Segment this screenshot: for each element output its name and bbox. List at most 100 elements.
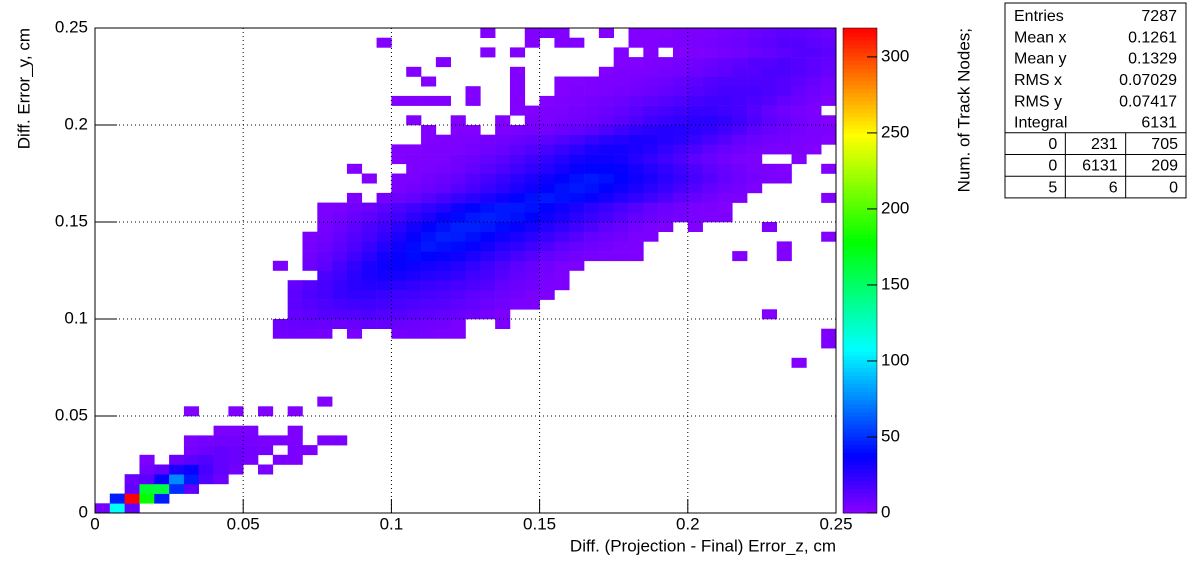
heatmap-cell — [524, 125, 540, 135]
heatmap-cell — [332, 202, 348, 213]
heatmap-cell — [776, 66, 792, 77]
heatmap-cell — [643, 212, 659, 223]
heatmap-cell — [717, 95, 733, 106]
heatmap-cell — [480, 173, 496, 184]
heatmap-cell — [747, 86, 763, 97]
colorbar-segment — [843, 464, 877, 470]
heatmap-cell — [406, 192, 422, 203]
heatmap-cell — [569, 231, 585, 242]
colorbar-segment — [843, 290, 877, 296]
heatmap-cell — [598, 154, 614, 165]
heatmap-cell — [139, 474, 155, 485]
colorbar-segment — [843, 205, 877, 211]
heatmap-cell — [302, 241, 318, 252]
heatmap-cell — [702, 163, 718, 174]
heatmap-cell — [421, 192, 437, 203]
heatmap-cell — [643, 47, 659, 58]
heatmap-cell — [391, 202, 407, 213]
heatmap-cell — [465, 163, 481, 174]
heatmap-cell — [732, 86, 748, 97]
colorbar-segment — [843, 189, 877, 195]
heatmap-cell — [747, 154, 763, 165]
heatmap-cell — [435, 95, 451, 106]
heatmap-cell — [465, 202, 481, 213]
heatmap-cell — [391, 270, 407, 281]
heatmap-cell — [732, 183, 748, 194]
heatmap-cell — [376, 231, 392, 242]
heatmap-cell — [495, 192, 511, 203]
heatmap-cell — [406, 173, 422, 184]
heatmap-cell — [435, 299, 451, 310]
heatmap-cell — [776, 105, 792, 116]
heatmap-cell — [806, 105, 822, 116]
heatmap-cell — [687, 57, 703, 68]
heatmap-cell — [332, 309, 348, 320]
colorbar-segment — [843, 209, 877, 215]
heatmap-cell — [450, 192, 466, 203]
colorbar-segment — [843, 270, 877, 276]
heatmap-cell — [495, 280, 511, 291]
heatmap-cell — [435, 251, 451, 262]
heatmap-cell — [747, 105, 763, 116]
heatmap-cell — [421, 144, 437, 155]
heatmap-cell — [643, 231, 659, 242]
colorbar-segment — [843, 185, 877, 191]
heatmap-cell — [554, 115, 570, 126]
x-tick-label: 0 — [90, 514, 99, 533]
heatmap-cell — [584, 144, 600, 155]
colorbar-segment — [843, 112, 877, 118]
heatmap-cell — [776, 173, 792, 184]
heatmap-cell — [776, 144, 792, 155]
heatmap-cell — [598, 86, 614, 97]
heatmap-cell — [435, 183, 451, 194]
heatmap-cell — [717, 212, 733, 223]
heatmap-cell — [421, 241, 437, 252]
heatmap-cell — [717, 183, 733, 194]
heatmap-cell — [761, 163, 778, 174]
heatmap-cell — [613, 125, 629, 135]
heatmap-cell — [747, 28, 763, 38]
heatmap-cell — [598, 28, 614, 38]
colorbar-segment — [843, 230, 877, 235]
heatmap-cell — [317, 435, 333, 446]
heatmap-cell — [687, 202, 703, 213]
heatmap-cell — [346, 202, 363, 213]
heatmap-cell — [732, 37, 748, 48]
colorbar-segment — [843, 351, 877, 356]
heatmap-cell — [643, 183, 659, 194]
heatmap-cell — [539, 95, 555, 106]
heatmap-cell — [672, 86, 689, 97]
heatmap-cell — [569, 95, 585, 106]
colorbar-segment — [843, 197, 877, 203]
colorbar-frame — [842, 27, 878, 514]
heatmap-cell — [139, 483, 155, 494]
heatmap-cell — [228, 435, 244, 446]
z-tick-label: 150 — [881, 274, 909, 293]
heatmap-cell — [480, 144, 496, 155]
heatmap-cell — [302, 445, 318, 456]
heatmap-cell — [495, 144, 511, 155]
heatmap-cell — [406, 154, 422, 165]
heatmap-cell — [672, 173, 689, 184]
heatmap-cell — [509, 241, 526, 252]
heatmap-cell — [524, 241, 540, 252]
heatmap-cell — [791, 105, 807, 116]
heatmap-cell — [465, 241, 481, 252]
heatmap-cell — [821, 47, 837, 58]
heatmap-cell — [747, 125, 763, 135]
heatmap-cell — [761, 37, 778, 48]
heatmap-cell — [124, 474, 140, 485]
heatmap-cell — [732, 251, 748, 262]
colorbar-segment — [843, 472, 877, 478]
heatmap-cell — [687, 86, 703, 97]
heatmap-cell — [702, 202, 718, 213]
heatmap-cell — [495, 299, 511, 310]
heatmap-cell — [332, 319, 348, 329]
colorbar-segment — [843, 266, 877, 271]
heatmap-cell — [509, 95, 526, 106]
heatmap-cell — [287, 445, 303, 456]
heatmap-cell — [391, 212, 407, 223]
heatmap-cell — [776, 251, 792, 262]
heatmap-cell — [613, 86, 629, 97]
heatmap-cell — [598, 66, 614, 77]
